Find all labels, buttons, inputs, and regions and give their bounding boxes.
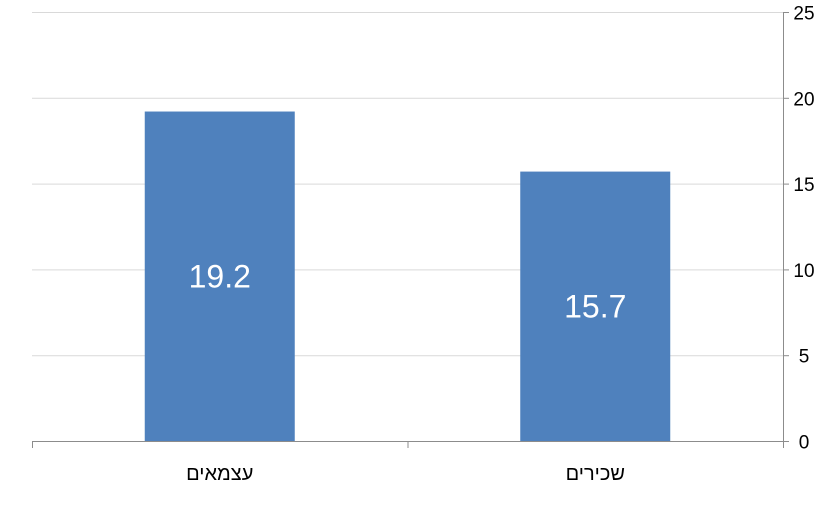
bars [144,111,671,441]
bar-0 [144,111,295,441]
y-tick-label-25: 25 [793,4,814,25]
y-tick-label-5: 5 [799,347,810,368]
y-tick-label-10: 10 [793,261,814,282]
y-tick-label-0: 0 [799,433,810,454]
bar-1 [520,171,671,441]
category-label-1: שכירים [566,463,625,485]
data-label-1: 15.7 [564,288,626,324]
y-tick-label-20: 20 [793,89,814,110]
data-label-0: 19.2 [189,258,251,294]
labels: 19.2 עצמאים 15.7 שכירים 0 5 10 15 20 25 [186,4,814,486]
axes [32,12,789,448]
category-label-0: עצמאים [186,463,253,485]
y-tick-label-15: 15 [793,175,814,196]
gridlines [32,12,783,357]
